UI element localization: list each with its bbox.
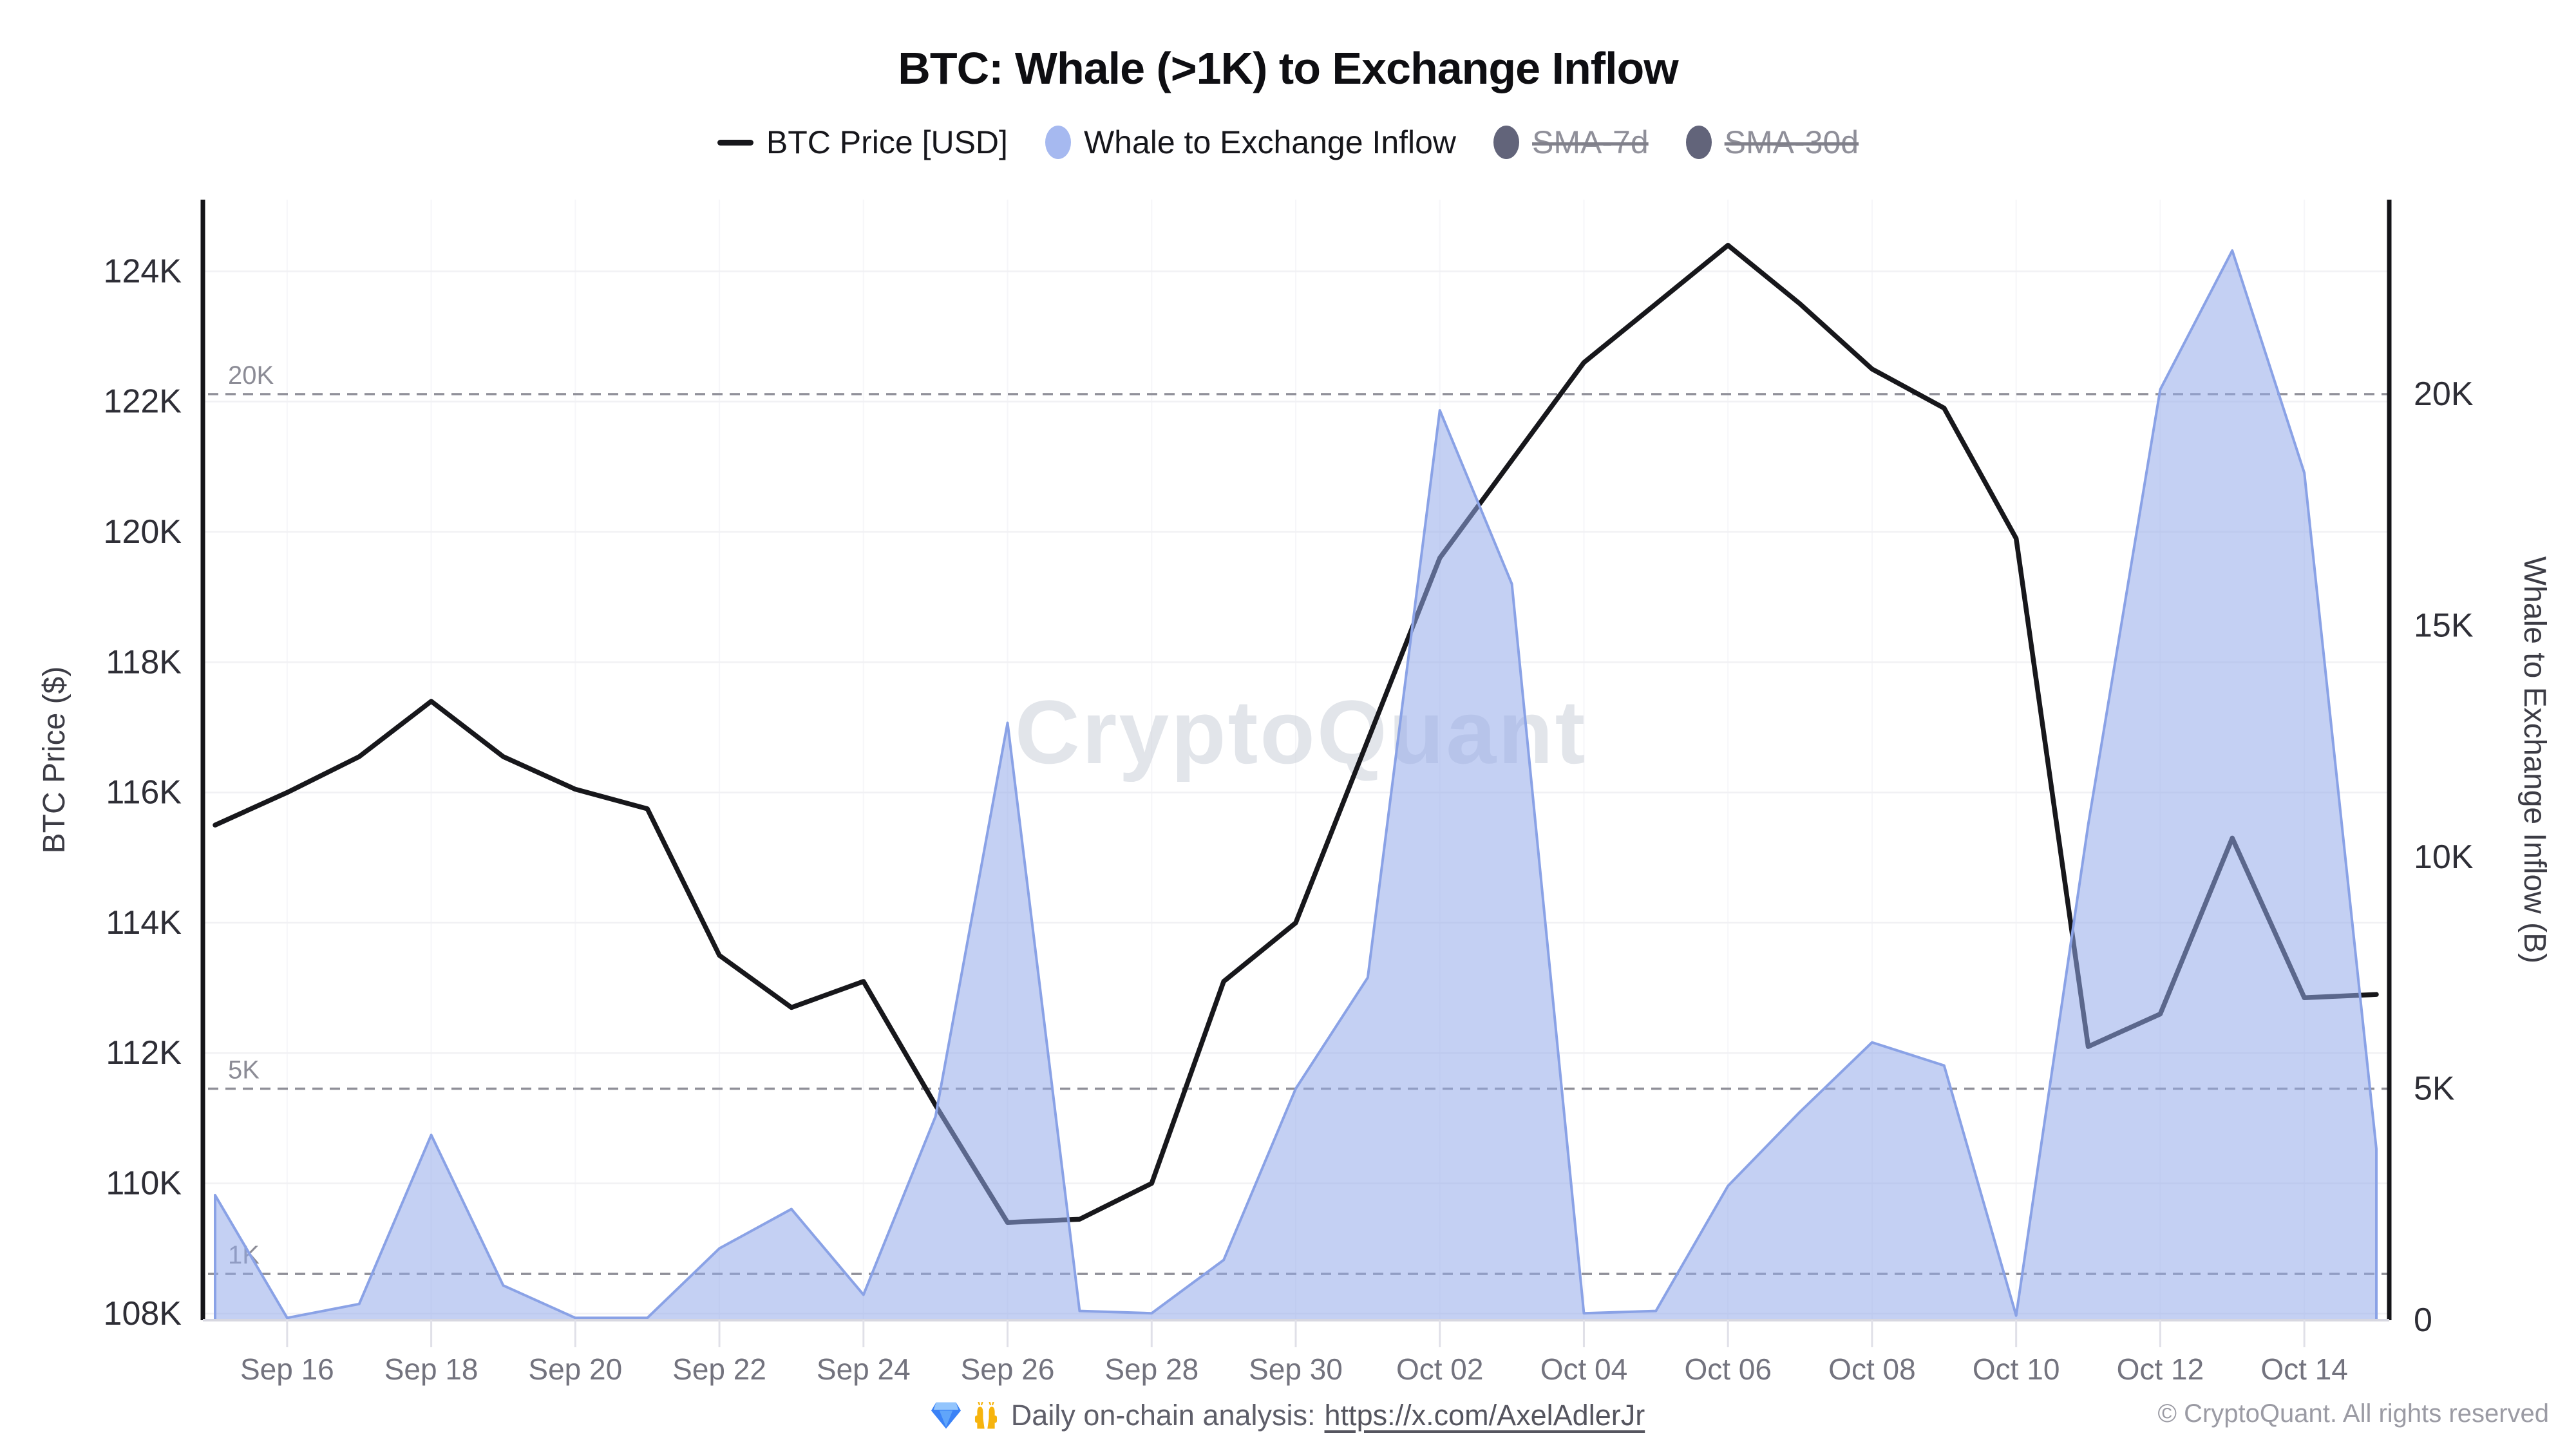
legend-item-sma30d[interactable]: SMA-30d — [1685, 124, 1859, 161]
left-tick-label: 122K — [104, 383, 182, 421]
x-tick-label: Sep 22 — [672, 1352, 766, 1386]
footer-text: Daily on-chain analysis: — [1010, 1399, 1316, 1432]
legend-item-whale-inflow[interactable]: Whale to Exchange Inflow — [1045, 124, 1456, 161]
left-tick-label: 116K — [106, 774, 182, 811]
threshold-label: 5K — [228, 1056, 260, 1084]
raised-hands-icon — [974, 1402, 997, 1429]
chart-legend: BTC Price [USD] Whale to Exchange Inflow… — [0, 124, 2576, 161]
x-tick-label: Oct 14 — [2260, 1352, 2348, 1386]
right-tick-label: 20K — [2414, 375, 2474, 413]
analysis-link[interactable]: https://x.com/AxelAdlerJr — [1324, 1399, 1645, 1432]
right-tick-label: 0 — [2414, 1302, 2432, 1339]
x-tick-label: Sep 16 — [240, 1352, 334, 1386]
threshold-label: 20K — [228, 361, 274, 390]
left-tick-label: 124K — [104, 252, 182, 290]
x-tick-label: Sep 28 — [1104, 1352, 1198, 1386]
copyright-text: © CryptoQuant. All rights reserved — [2157, 1399, 2550, 1428]
right-tick-label: 5K — [2414, 1070, 2455, 1107]
x-tick-label: Sep 24 — [817, 1352, 911, 1386]
dot-marker-icon — [1685, 126, 1712, 159]
x-tick-label: Oct 06 — [1684, 1352, 1772, 1386]
x-tick-label: Sep 18 — [384, 1352, 478, 1386]
left-tick-label: 112K — [106, 1034, 182, 1072]
x-tick-label: Oct 04 — [1540, 1352, 1628, 1386]
x-tick-label: Sep 20 — [528, 1352, 622, 1386]
x-tick-label: Oct 08 — [1828, 1352, 1916, 1386]
dot-marker-icon — [1493, 126, 1520, 159]
gem-icon — [931, 1402, 961, 1429]
whale-inflow-area — [214, 249, 2378, 1321]
x-tick-label: Sep 26 — [961, 1352, 1055, 1386]
footer-note: Daily on-chain analysis: https://x.com/A… — [0, 1399, 2576, 1432]
legend-item-sma7d[interactable]: SMA-7d — [1493, 124, 1649, 161]
btc-price-line — [213, 243, 2379, 1226]
right-axis-title: Whale to Exchange Inflow (B) — [2517, 556, 2552, 963]
left-tick-label: 110K — [106, 1165, 182, 1202]
left-tick-label: 118K — [106, 643, 182, 681]
right-tick-label: 15K — [2414, 607, 2474, 644]
left-tick-label: 108K — [104, 1295, 182, 1332]
left-tick-label: 114K — [106, 904, 182, 942]
line-marker-icon — [717, 139, 753, 146]
x-tick-label: Sep 30 — [1249, 1352, 1343, 1386]
legend-item-btc-price[interactable]: BTC Price [USD] — [717, 124, 1008, 161]
x-tick-label: Oct 12 — [2117, 1352, 2204, 1386]
dot-marker-icon — [1045, 126, 1071, 159]
left-tick-label: 120K — [104, 513, 182, 551]
x-tick-label: Oct 10 — [1973, 1352, 2060, 1386]
page-title: BTC: Whale (>1K) to Exchange Inflow — [898, 43, 1678, 93]
x-tick-label: Oct 02 — [1396, 1352, 1484, 1386]
left-axis-title: BTC Price ($) — [37, 667, 71, 854]
right-tick-label: 10K — [2414, 838, 2474, 876]
